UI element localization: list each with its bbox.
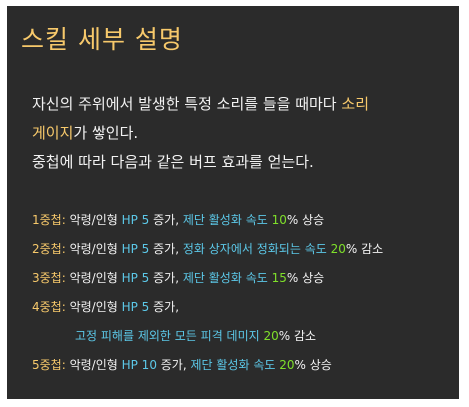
stack-label: 5중첩: bbox=[32, 358, 66, 372]
stack-effect-text: 증가, bbox=[149, 213, 183, 227]
stack-effect-text: HP 5 bbox=[121, 300, 150, 314]
stack-effect-text: 제단 활성화 속도 bbox=[182, 271, 272, 285]
stack-effect-text: 20 bbox=[263, 329, 279, 343]
stack-effect-text: % 감소 bbox=[278, 329, 317, 343]
gauge-keyword: 게이지 bbox=[32, 124, 74, 142]
stack-effect-text: 악령/인형 bbox=[65, 271, 122, 285]
stack-label: 1중첩: bbox=[32, 213, 66, 227]
stack-effect-text: % 상승 bbox=[286, 271, 325, 285]
stack-effect-text: HP 5 bbox=[121, 213, 150, 227]
stack-effect-text: 고정 피해를 제외한 모든 피격 데미지 bbox=[75, 329, 264, 343]
stack-effect-text: HP 10 bbox=[121, 358, 157, 372]
stack-effect-text: 15 bbox=[271, 271, 287, 285]
stack-effect-text: 악령/인형 bbox=[65, 358, 122, 372]
stack-effect-line: 4중첩: 악령/인형 HP 5 증가, bbox=[32, 293, 383, 322]
stack-effect-line: 5중첩: 악령/인형 HP 10 증가, 제단 활성화 속도 20% 상승 bbox=[32, 351, 383, 380]
stack-effect-line: 1중첩: 악령/인형 HP 5 증가, 제단 활성화 속도 10% 상승 bbox=[32, 206, 383, 235]
sound-keyword: 소리 bbox=[341, 95, 369, 113]
stack-effect-line: 3중첩: 악령/인형 HP 5 증가, 제단 활성화 속도 15% 상승 bbox=[32, 264, 383, 293]
stack-effect-text: 제단 활성화 속도 bbox=[190, 358, 280, 372]
stack-effect-text: % 감소 bbox=[345, 242, 384, 256]
description-text: 자신의 주위에서 발생한 특정 소리를 들을 때마다 bbox=[32, 95, 342, 113]
stack-effect-text: HP 5 bbox=[121, 242, 150, 256]
skill-description: 자신의 주위에서 발생한 특정 소리를 들을 때마다 소리 게이지가 쌓인다. … bbox=[32, 90, 369, 177]
stack-effect-text: % 상승 bbox=[294, 358, 332, 372]
stack-effect-text: 악령/인형 bbox=[65, 242, 122, 256]
description-line-3: 중첩에 따라 다음과 같은 버프 효과를 얻는다. bbox=[32, 153, 314, 171]
stack-label: 4중첩: bbox=[32, 300, 66, 314]
stack-effect-text: 증가, bbox=[149, 300, 180, 314]
stack-effect-text: 증가, bbox=[149, 271, 183, 285]
stack-effect-text: 악령/인형 bbox=[65, 300, 122, 314]
stack-label: 3중첩: bbox=[32, 271, 66, 285]
stack-effect-continuation: 고정 피해를 제외한 모든 피격 데미지 20% 감소 bbox=[32, 322, 383, 351]
stack-effect-list: 1중첩: 악령/인형 HP 5 증가, 제단 활성화 속도 10% 상승 2중첩:… bbox=[32, 206, 383, 380]
stack-effect-text: 제단 활성화 속도 bbox=[182, 213, 272, 227]
stack-effect-line: 2중첩: 악령/인형 HP 5 증가, 정화 상자에서 정화되는 속도 20% … bbox=[32, 235, 383, 264]
description-line-2: 게이지가 쌓인다. bbox=[32, 119, 369, 148]
stack-effect-text: % 상승 bbox=[286, 213, 325, 227]
stack-effect-text: 10 bbox=[271, 213, 287, 227]
stack-effect-text: 증가, bbox=[149, 242, 183, 256]
stack-effect-text: 20 bbox=[279, 358, 295, 372]
stack-label: 2중첩: bbox=[32, 242, 66, 256]
stack-effect-text: 20 bbox=[330, 242, 346, 256]
panel-title: 스킬 세부 설명 bbox=[21, 25, 183, 54]
skill-detail-panel: 스킬 세부 설명 자신의 주위에서 발생한 특정 소리를 들을 때마다 소리 게… bbox=[7, 6, 459, 399]
stack-effect-text: 악령/인형 bbox=[65, 213, 122, 227]
stack-effect-text: HP 5 bbox=[121, 271, 150, 285]
description-line-1: 자신의 주위에서 발생한 특정 소리를 들을 때마다 소리 bbox=[32, 90, 369, 119]
stack-effect-text: 증가, bbox=[156, 358, 191, 372]
description-text: 가 쌓인다. bbox=[73, 124, 139, 142]
stack-effect-text: 정화 상자에서 정화되는 속도 bbox=[182, 242, 331, 256]
